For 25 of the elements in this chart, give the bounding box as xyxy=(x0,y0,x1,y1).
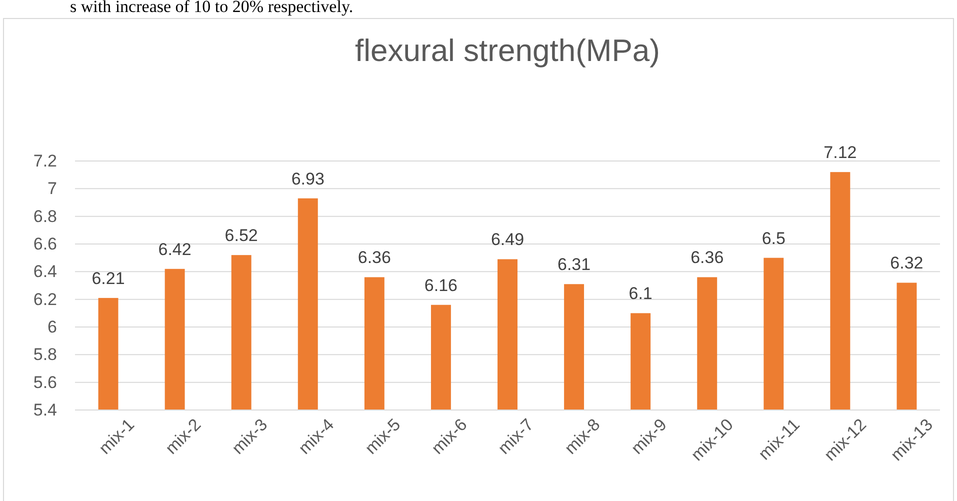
y-tick-label: 5.8 xyxy=(33,345,57,364)
y-tick-label: 7 xyxy=(48,179,57,198)
data-label: 6.31 xyxy=(557,255,591,274)
text: s with increase of 10 to 20% respectively. xyxy=(70,0,354,16)
y-tick-label: 6.8 xyxy=(33,206,57,226)
data-label: 6.36 xyxy=(690,248,724,268)
data-label: 7.12 xyxy=(824,143,857,162)
data-label: 6.52 xyxy=(224,226,258,246)
y-tick-label: 6.2 xyxy=(33,290,57,309)
y-tick-label: 6 xyxy=(48,317,57,336)
y-tick-label: 7.2 xyxy=(33,151,57,170)
chart-title: flexural strength(MPa) xyxy=(355,33,660,68)
data-label: 6.16 xyxy=(424,276,458,295)
data-label: 6.42 xyxy=(158,240,192,259)
y-tick-label: 5.4 xyxy=(33,400,57,420)
data-label: 6.21 xyxy=(92,268,125,288)
data-label: 6.93 xyxy=(291,169,324,188)
y-tick-label: 6.4 xyxy=(33,262,57,282)
data-label: 6.36 xyxy=(358,248,391,268)
data-label: 6.5 xyxy=(762,228,786,248)
y-tick-label: 5.6 xyxy=(33,372,57,392)
data-label: 6.1 xyxy=(628,284,652,304)
data-label: 6.49 xyxy=(490,230,524,250)
y-tick-label: 6.6 xyxy=(33,234,57,254)
data-label: 6.32 xyxy=(890,254,924,273)
